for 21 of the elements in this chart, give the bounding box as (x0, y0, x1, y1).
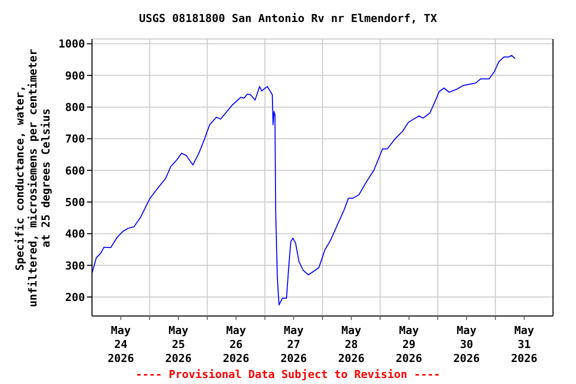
x-tick-label: May 26 2026 (222, 324, 250, 365)
x-tick-label: May 29 2026 (396, 324, 423, 365)
chart-title: USGS 08181800 San Antonio Rv nr Elmendorf, TX (138, 12, 438, 25)
y-tick-label: 700 (65, 132, 85, 146)
y-tick-label: 200 (65, 290, 85, 304)
x-tick-label: May 30 2026 (453, 324, 480, 365)
x-tick-label: May 25 2026 (165, 324, 192, 365)
y-tick-label: 600 (65, 164, 85, 178)
y-tick-label: 400 (65, 228, 85, 241)
x-tick-label: May 28 2026 (338, 324, 365, 365)
line-series (92, 54, 516, 306)
y-tick-label: 1000 (58, 38, 85, 51)
y-tick-label: 300 (65, 259, 85, 272)
y-tick-label: 800 (65, 100, 85, 114)
x-tick-label: May 31 2026 (510, 324, 538, 365)
y-axis-title: Specific conductance, water, unfiltered, microsiemens per centimeter at 25 degrees Celsius (14, 48, 52, 308)
x-tick-label: May 27 2026 (280, 324, 308, 365)
y-tick-label: 500 (65, 196, 85, 209)
y-tick-label: 900 (65, 69, 85, 82)
text: ---- Provisional Data Subject to Revision ---- (134, 368, 442, 381)
x-tick-label: May 24 2026 (108, 324, 134, 365)
